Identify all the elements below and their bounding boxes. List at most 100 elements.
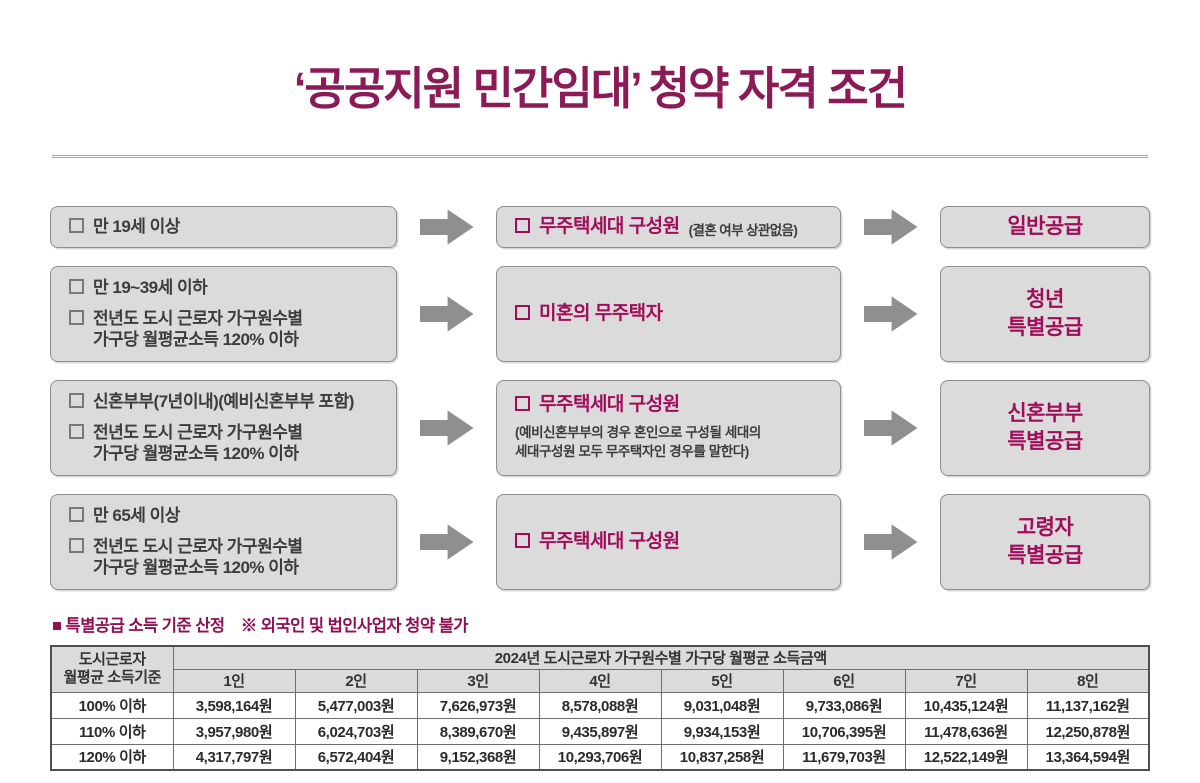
col-header: 3인 xyxy=(416,668,540,693)
income-cell: 8,389,670원 xyxy=(416,717,540,745)
table-row: 100% 이하 3,598,164원 5,477,003원 7,626,973원… xyxy=(50,691,1150,719)
income-cell: 10,706,395원 xyxy=(782,717,906,745)
condition-item: 전년도 도시 근로자 가구원수별 가구당 월평균소득 120% 이하 xyxy=(69,536,384,580)
requirement-box: 미혼의 무주택자 xyxy=(496,266,841,362)
row-label: 110% 이하 xyxy=(50,717,174,745)
income-cell: 12,250,878원 xyxy=(1026,717,1150,745)
income-cell: 4,317,797원 xyxy=(172,743,296,771)
income-cell: 11,679,703원 xyxy=(782,743,906,771)
condition-box: 신혼부부(7년이내)(예비신혼부부 포함) 전년도 도시 근로자 가구원수별 가… xyxy=(50,380,397,476)
checkbox-icon xyxy=(515,217,530,233)
table-span-header: 2024년 도시근로자 가구원수별 가구당 월평균 소득금액 xyxy=(172,645,1150,670)
col-header: 5인 xyxy=(660,668,784,693)
condition-text: 만 19세 이상 xyxy=(93,217,180,237)
checkbox-icon xyxy=(69,537,84,553)
requirement-item: 미혼의 무주택자 xyxy=(515,303,828,326)
checkbox-icon xyxy=(515,532,530,548)
row-label: 100% 이하 xyxy=(50,691,174,719)
col-header: 6인 xyxy=(782,668,906,693)
col-header: 1인 xyxy=(172,668,296,693)
flow-row-newlywed: 신혼부부(7년이내)(예비신혼부부 포함) 전년도 도시 근로자 가구원수별 가… xyxy=(50,380,1150,476)
requirement-note: (결혼 여부 상관없음) xyxy=(688,222,798,238)
income-cell: 10,293,706원 xyxy=(538,743,662,771)
income-cell: 9,031,048원 xyxy=(660,691,784,719)
requirement-box: 무주택세대 구성원 xyxy=(496,494,841,590)
arrow-right-icon xyxy=(863,410,918,446)
condition-item: 만 19세 이상 xyxy=(69,216,384,238)
checkbox-icon xyxy=(515,304,530,320)
checkbox-icon xyxy=(515,396,530,412)
income-cell: 13,364,594원 xyxy=(1026,743,1150,771)
qualification-flow: 만 19세 이상 무주택세대 구성원 (결혼 여부 상관없음) 일반공급 xyxy=(50,206,1150,590)
income-cell: 6,572,404원 xyxy=(294,743,418,771)
income-note-title: ■ 특별공급 소득 기준 산정 xyxy=(52,617,225,635)
arrow-cell xyxy=(841,521,940,563)
income-cell: 11,478,636원 xyxy=(904,717,1028,745)
condition-item: 만 19~39세 이하 xyxy=(69,277,384,299)
income-cell: 9,934,153원 xyxy=(660,717,784,745)
arrow-cell xyxy=(841,206,940,248)
checkbox-icon xyxy=(69,392,84,408)
col-header: 2인 xyxy=(294,668,418,693)
table-header-row: 도시근로자 월평균 소득기준 2024년 도시근로자 가구원수별 가구당 월평균… xyxy=(50,645,1150,693)
requirement-item: 무주택세대 구성원 xyxy=(515,531,828,554)
divider xyxy=(52,155,1148,158)
income-note-warning: ※ 외국인 및 법인사업자 청약 불가 xyxy=(240,617,469,635)
income-cell: 9,152,368원 xyxy=(416,743,540,771)
condition-box: 만 19~39세 이하 전년도 도시 근로자 가구원수별 가구당 월평균소득 1… xyxy=(50,266,397,362)
col-header: 4인 xyxy=(538,668,662,693)
flow-row-youth: 만 19~39세 이하 전년도 도시 근로자 가구원수별 가구당 월평균소득 1… xyxy=(50,266,1150,362)
arrow-right-icon xyxy=(863,209,918,245)
income-cell: 7,626,973원 xyxy=(416,691,540,719)
flow-row-senior: 만 65세 이상 전년도 도시 근로자 가구원수별 가구당 월평균소득 120%… xyxy=(50,494,1150,590)
checkbox-icon xyxy=(69,309,84,325)
supply-type-box: 고령자 특별공급 xyxy=(940,494,1150,590)
col-header: 7인 xyxy=(904,668,1028,693)
income-note: ■ 특별공급 소득 기준 산정 ※ 외국인 및 법인사업자 청약 불가 xyxy=(52,612,1200,636)
supply-type-box: 청년 특별공급 xyxy=(940,266,1150,362)
income-cell: 8,578,088원 xyxy=(538,691,662,719)
table-corner-header: 도시근로자 월평균 소득기준 xyxy=(50,645,174,693)
table-row: 110% 이하 3,957,980원 6,024,703원 8,389,670원… xyxy=(50,717,1150,745)
condition-text: 만 19~39세 이하 xyxy=(93,277,208,297)
income-cell: 3,598,164원 xyxy=(172,691,296,719)
table-row: 120% 이하 4,317,797원 6,572,404원 9,152,368원… xyxy=(50,743,1150,771)
requirement-text: 무주택세대 구성원 xyxy=(539,394,680,416)
arrow-cell xyxy=(397,293,496,335)
arrow-cell xyxy=(841,407,940,449)
condition-text: 전년도 도시 근로자 가구원수별 가구당 월평균소득 120% 이하 xyxy=(93,308,303,350)
supply-type-label: 고령자 특별공급 xyxy=(1007,515,1083,567)
supply-type-box: 신혼부부 특별공급 xyxy=(940,380,1150,476)
condition-text: 만 65세 이상 xyxy=(93,505,180,525)
requirement-box: 무주택세대 구성원 (결혼 여부 상관없음) xyxy=(496,206,841,248)
supply-type-box: 일반공급 xyxy=(940,206,1150,248)
requirement-text: 미혼의 무주택자 xyxy=(539,302,663,324)
arrow-right-icon xyxy=(419,410,474,446)
supply-type-label: 일반공급 xyxy=(1007,214,1083,238)
checkbox-icon xyxy=(69,278,84,294)
income-cell: 12,522,149원 xyxy=(904,743,1028,771)
income-cell: 10,837,258원 xyxy=(660,743,784,771)
condition-item: 전년도 도시 근로자 가구원수별 가구당 월평균소득 120% 이하 xyxy=(69,422,384,466)
income-cell: 11,137,162원 xyxy=(1026,691,1150,719)
condition-box: 만 19세 이상 xyxy=(50,206,397,248)
income-cell: 10,435,124원 xyxy=(904,691,1028,719)
arrow-right-icon xyxy=(863,524,918,560)
condition-item: 전년도 도시 근로자 가구원수별 가구당 월평균소득 120% 이하 xyxy=(69,308,384,352)
condition-text: 전년도 도시 근로자 가구원수별 가구당 월평균소득 120% 이하 xyxy=(93,422,303,464)
flow-row-general: 만 19세 이상 무주택세대 구성원 (결혼 여부 상관없음) 일반공급 xyxy=(50,206,1150,248)
requirement-text: 무주택세대 구성원 xyxy=(539,530,680,552)
income-cell: 5,477,003원 xyxy=(294,691,418,719)
income-cell: 6,024,703원 xyxy=(294,717,418,745)
income-cell: 9,435,897원 xyxy=(538,717,662,745)
arrow-right-icon xyxy=(419,209,474,245)
page-title: ‘공공지원 민간임대’ 청약 자격 조건 xyxy=(293,63,908,114)
condition-text: 전년도 도시 근로자 가구원수별 가구당 월평균소득 120% 이하 xyxy=(93,536,303,578)
requirement-item: 무주택세대 구성원 (결혼 여부 상관없음) xyxy=(515,216,828,239)
arrow-right-icon xyxy=(419,296,474,332)
requirement-note: (예비신혼부부의 경우 혼인으로 구성될 세대의 세대구성원 모두 무주택자인 … xyxy=(515,425,761,459)
income-cell: 3,957,980원 xyxy=(172,717,296,745)
condition-box: 만 65세 이상 전년도 도시 근로자 가구원수별 가구당 월평균소득 120%… xyxy=(50,494,397,590)
income-table: 도시근로자 월평균 소득기준 2024년 도시근로자 가구원수별 가구당 월평균… xyxy=(50,645,1150,771)
condition-item: 만 65세 이상 xyxy=(69,505,384,527)
